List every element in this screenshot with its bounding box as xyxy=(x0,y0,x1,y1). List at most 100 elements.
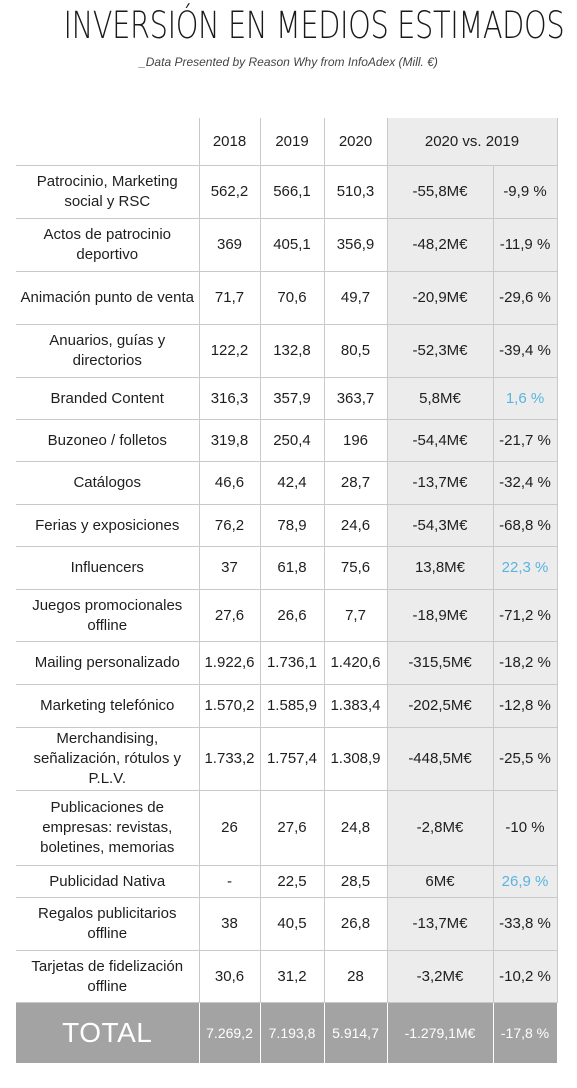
total-2020: 5.914,7 xyxy=(323,1002,388,1064)
cell-2019: 357,9 xyxy=(259,377,325,420)
cell-2018: 122,2 xyxy=(198,324,261,378)
row-label: Tarjetas de fidelización offline xyxy=(16,950,200,1003)
cell-2020: 7,7 xyxy=(323,589,388,642)
table-row: Marketing telefónico 1.570,2 1.585,9 1.383,… xyxy=(16,684,558,728)
cell-2019: 566,1 xyxy=(259,165,325,219)
row-label: Buzoneo / folletos xyxy=(16,419,200,462)
table-row: Influencers 37 61,8 75,6 13,8M€ 22,3 % xyxy=(16,546,558,590)
cell-2018: 27,6 xyxy=(198,589,261,642)
cell-pct: 26,9 % xyxy=(492,865,558,898)
cell-2020: 26,8 xyxy=(323,897,388,951)
cell-2019: 27,6 xyxy=(259,790,325,866)
table-row: Merchandising, señalización, rótulos y P… xyxy=(16,727,558,791)
cell-diff: -2,8M€ xyxy=(386,790,494,866)
total-row: TOTAL 7.269,2 7.193,8 5.914,7 -1.279,1M€… xyxy=(16,1002,558,1064)
cell-2019: 132,8 xyxy=(259,324,325,378)
cell-diff: -54,4M€ xyxy=(386,419,494,462)
cell-2020: 28 xyxy=(323,950,388,1003)
cell-2018: 369 xyxy=(198,218,261,272)
table-row: Branded Content 316,3 357,9 363,7 5,8M€ 1,6 % xyxy=(16,377,558,420)
cell-2018: 562,2 xyxy=(198,165,261,219)
cell-2018: 76,2 xyxy=(198,504,261,547)
cell-2019: 250,4 xyxy=(259,419,325,462)
cell-2019: 405,1 xyxy=(259,218,325,272)
row-label: Ferias y exposiciones xyxy=(16,504,200,547)
cell-2018: 319,8 xyxy=(198,419,261,462)
cell-diff: 13,8M€ xyxy=(386,546,494,590)
cell-pct: -12,8 % xyxy=(492,684,558,728)
cell-diff: -18,9M€ xyxy=(386,589,494,642)
cell-diff: -54,3M€ xyxy=(386,504,494,547)
cell-2018: 37 xyxy=(198,546,261,590)
cell-2020: 1.420,6 xyxy=(323,641,388,685)
cell-2019: 40,5 xyxy=(259,897,325,951)
cell-pct: -33,8 % xyxy=(492,897,558,951)
cell-pct: 22,3 % xyxy=(492,546,558,590)
table-row: Anuarios, guías y directorios 122,2 132,8 8… xyxy=(16,324,558,378)
table-row: Catálogos 46,6 42,4 28,7 -13,7M€ -32,4 % xyxy=(16,461,558,505)
row-label: Marketing telefónico xyxy=(16,684,200,728)
row-label: Merchandising, señalización, rótulos y P… xyxy=(16,727,200,791)
cell-2020: 28,5 xyxy=(323,865,388,898)
column-header-2020: 2020 xyxy=(323,118,388,166)
cell-pct: -18,2 % xyxy=(492,641,558,685)
cell-pct: -32,4 % xyxy=(492,461,558,505)
cell-2020: 356,9 xyxy=(323,218,388,272)
cell-2018: 38 xyxy=(198,897,261,951)
cell-2018: 26 xyxy=(198,790,261,866)
cell-diff: 6M€ xyxy=(386,865,494,898)
cell-2019: 42,4 xyxy=(259,461,325,505)
cell-pct: -29,6 % xyxy=(492,271,558,325)
cell-pct: -39,4 % xyxy=(492,324,558,378)
total-pct: -17,8 % xyxy=(492,1002,558,1064)
table-row: Publicaciones de empresas: revistas, bol… xyxy=(16,790,558,866)
cell-2019: 26,6 xyxy=(259,589,325,642)
cell-diff: -315,5M€ xyxy=(386,641,494,685)
cell-2019: 1.736,1 xyxy=(259,641,325,685)
table-row: Patrocinio, Marketing social y RSC 562,2 5… xyxy=(16,165,558,219)
cell-2019: 61,8 xyxy=(259,546,325,590)
cell-2018: 30,6 xyxy=(198,950,261,1003)
cell-2020: 196 xyxy=(323,419,388,462)
page-title: INVERSIÓN EN MEDIOS ESTIMADOS xyxy=(63,4,565,47)
cell-2018: 1.922,6 xyxy=(198,641,261,685)
cell-2018: 71,7 xyxy=(198,271,261,325)
cell-diff: -13,7M€ xyxy=(386,461,494,505)
table-row: Regalos publicitarios offline 38 40,5 26,8 -… xyxy=(16,897,558,951)
cell-pct: -11,9 % xyxy=(492,218,558,272)
cell-diff: -20,9M€ xyxy=(386,271,494,325)
column-header-2019: 2019 xyxy=(259,118,325,166)
row-label: Publicidad Nativa xyxy=(16,865,200,898)
row-label: Regalos publicitarios offline xyxy=(16,897,200,951)
cell-2020: 510,3 xyxy=(323,165,388,219)
header-empty-cell xyxy=(16,118,200,166)
cell-2019: 1.585,9 xyxy=(259,684,325,728)
table-row: Actos de patrocinio deportivo 369 405,1 356… xyxy=(16,218,558,272)
cell-2018: - xyxy=(198,865,261,898)
cell-2020: 80,5 xyxy=(323,324,388,378)
table-row: Mailing personalizado 1.922,6 1.736,1 1.420… xyxy=(16,641,558,685)
cell-2018: 46,6 xyxy=(198,461,261,505)
table-body: Patrocinio, Marketing social y RSC 562,2 5… xyxy=(16,165,558,1003)
cell-2018: 1.570,2 xyxy=(198,684,261,728)
cell-pct: -10,2 % xyxy=(492,950,558,1003)
table-row: Ferias y exposiciones 76,2 78,9 24,6 -54,3M€… xyxy=(16,504,558,547)
table-row: Buzoneo / folletos 319,8 250,4 196 -54,4M€ -2… xyxy=(16,419,558,462)
cell-diff: -48,2M€ xyxy=(386,218,494,272)
row-label: Animación punto de venta xyxy=(16,271,200,325)
total-diff: -1.279,1M€ xyxy=(386,1002,494,1064)
cell-pct: -9,9 % xyxy=(492,165,558,219)
page-subtitle: _Data Presented by Reason Why from InfoA… xyxy=(139,55,438,69)
cell-2020: 24,8 xyxy=(323,790,388,866)
row-label: Publicaciones de empresas: revistas, bol… xyxy=(16,790,200,866)
cell-diff: 5,8M€ xyxy=(386,377,494,420)
table-row: Tarjetas de fidelización offline 30,6 31,2… xyxy=(16,950,558,1003)
row-label: Influencers xyxy=(16,546,200,590)
row-label: Anuarios, guías y directorios xyxy=(16,324,200,378)
row-label: Actos de patrocinio deportivo xyxy=(16,218,200,272)
cell-2020: 75,6 xyxy=(323,546,388,590)
row-label: Juegos promocionales offline xyxy=(16,589,200,642)
table-row: Publicidad Nativa -22,5 28,5 6M€ 26,9 % xyxy=(16,865,558,898)
investment-table: 2018 2019 2020 2020 vs. 2019 Patrocinio,… xyxy=(16,118,558,1064)
cell-diff: -202,5M€ xyxy=(386,684,494,728)
